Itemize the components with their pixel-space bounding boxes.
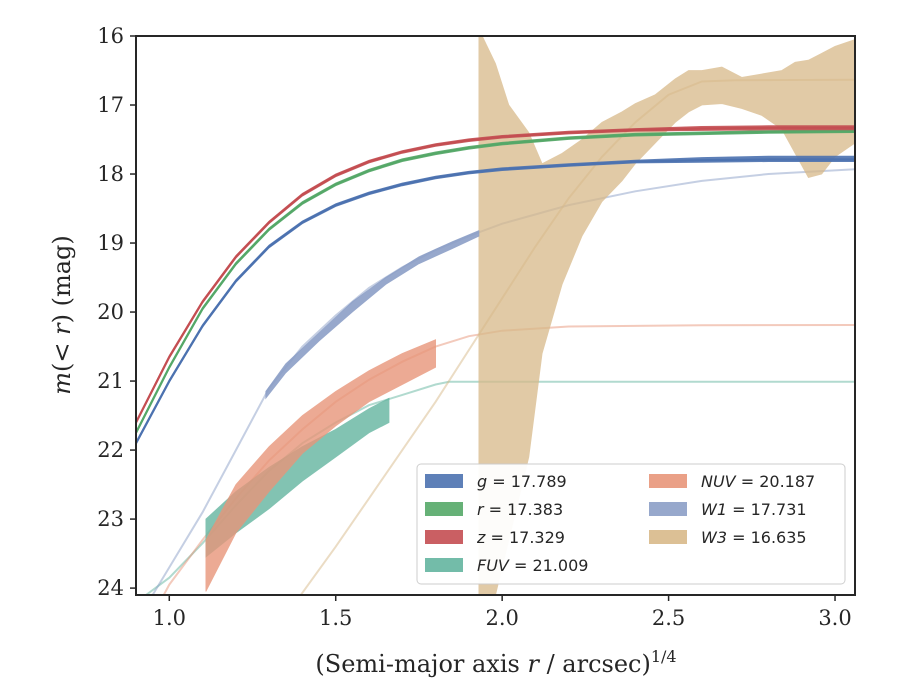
data-layer [136,36,855,595]
legend-label-fuv: FUV = 21.009 [477,556,588,575]
legend-label-z: z = 17.329 [476,528,565,547]
y-tick-label: 23 [97,507,124,531]
y-tick-label: 18 [97,162,124,186]
band-w1 [265,230,480,400]
plot-frame [135,35,856,596]
legend-label-w3: W3 = 16.635 [701,528,807,547]
x-tick-label: 2.0 [485,606,518,630]
x-axis-label: (Semi-major axis r / arcsec)1/4 [315,647,676,678]
legend-label-w1: W1 = 17.731 [701,500,807,519]
legend-swatch-w1 [649,502,687,516]
series-line-g [136,158,855,444]
legend-frame [416,463,846,585]
legend-swatch-nuv [649,474,687,488]
legend-swatch-w3 [649,530,687,544]
series-line-r [136,130,855,434]
y-tick-label: 19 [97,231,124,255]
x-axis: 1.0 1.5 2.0 2.5 3.0 [153,595,852,630]
x-tick-label: 3.0 [818,606,851,630]
legend-label-r: r = 17.383 [477,500,563,519]
x-tick-label: 1.0 [153,606,186,630]
x-tick-label: 2.5 [652,606,685,630]
y-tick-label: 16 [97,24,124,48]
legend-label-nuv: NUV = 20.187 [701,472,815,491]
y-tick-label: 20 [97,300,124,324]
legend-swatch-fuv [425,558,463,572]
y-tick-label: 24 [97,576,124,600]
y-axis-label: m(< r) (mag) [48,235,76,395]
legend-swatch-z [425,530,463,544]
legend: g = 17.789 r = 17.383 z = 17.329 FUV = 21.0… [416,463,846,585]
legend-swatch-g [425,474,463,488]
x-tick-label: 1.5 [319,606,352,630]
band-w3 [478,36,855,595]
y-tick-label: 21 [97,369,124,393]
y-axis: 16 17 18 19 20 21 22 23 24 [97,24,136,600]
y-tick-label: 17 [97,93,124,117]
band-nuv [205,339,436,592]
y-tick-label: 22 [97,438,124,462]
legend-swatch-r [425,502,463,516]
legend-label-g: g = 17.789 [477,472,567,491]
series-line-z [136,126,855,423]
